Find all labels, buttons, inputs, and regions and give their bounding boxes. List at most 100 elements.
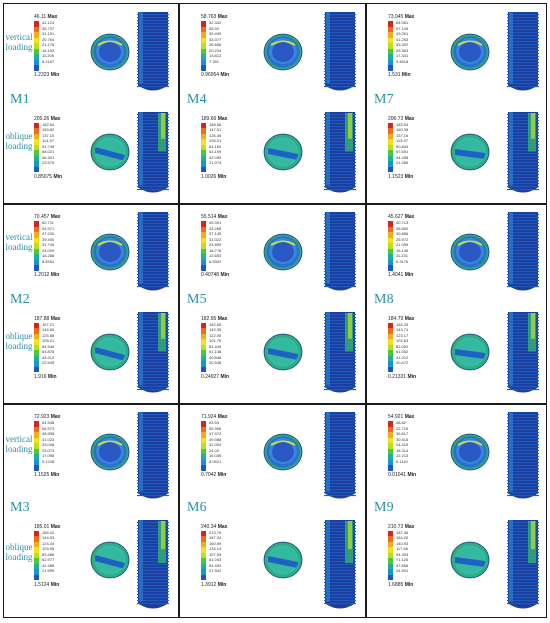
legend-min-value: 0.01041 (388, 472, 407, 478)
legend-min-value: 1.1523 (388, 173, 404, 180)
legend-tick: 21.074 (209, 160, 222, 166)
legend-tick: 25.972 (396, 236, 409, 242)
legend-tick: 117.66 (396, 546, 408, 552)
legend-swatch (34, 459, 39, 466)
legend-min: 0.85075 Min (34, 174, 62, 180)
legend-ticks: 168.56 147.51 126.46 105.21 84.162 63.109 42.0… (209, 122, 221, 166)
legend-tick: 64.081 (396, 20, 409, 25)
figure-panel-m1: vertical loading oblique loading M1 46.11 M… (4, 4, 178, 203)
legend-swatch (201, 563, 206, 570)
legend-swatch (34, 254, 39, 260)
legend-tick: 49.391 (209, 220, 222, 225)
legend-swatch (388, 254, 393, 260)
legend-tick: 124.44 (42, 540, 55, 546)
legend-swatch (201, 243, 206, 249)
legend-swatch (388, 361, 393, 367)
figure-panel-m5: M5 55.514 Max 49.391 43.268 37.145 31.022 24.8… (179, 204, 365, 403)
implant-top-view (90, 133, 130, 170)
legend-swatch (388, 144, 393, 151)
legend-tick: 16.192 (42, 47, 55, 53)
legend-tick: 37.145 (209, 231, 222, 237)
legend-min: 0.7042 Min (201, 472, 226, 478)
legend-max-value: 45.627 (388, 214, 404, 220)
legend-max-label: Max (47, 14, 58, 20)
legend-tick: 26.656 (209, 42, 222, 48)
legend-tick: 20.234 (209, 47, 222, 53)
figure-panel-m7: M7 73.045 Max 64.081 57.149 49.261 41.253 33.3… (366, 4, 548, 203)
figure-panel-m6: M6 71.924 Max 63.94 55.956 47.972 39.988 32.00… (179, 404, 365, 619)
row-divider (4, 203, 546, 205)
legend-min: 1.2012 Min (34, 272, 59, 278)
legend-swatch (201, 37, 206, 44)
model-label: M1 (10, 91, 30, 107)
legend-swatch (34, 547, 39, 553)
legend-tick: 164.25 (396, 321, 409, 327)
legend-min: 1.531 Min (388, 72, 411, 78)
legend-swatch (34, 432, 39, 438)
legend-min-value: 0.40748 (201, 272, 220, 278)
legend-tick: 165.42 (42, 529, 55, 535)
legend-swatch (34, 574, 39, 581)
legend-swatch (388, 21, 393, 27)
color-legend: 70.457 Max 62.711 54.971 47.230 39.490 31.749… (34, 214, 86, 278)
legend-swatch (388, 339, 393, 345)
legend-max: 184.79 Max (388, 316, 414, 322)
implant-top-view (90, 433, 130, 471)
legend-tick: 22.545 (42, 360, 55, 366)
legend-max: 206.73 Max (388, 116, 414, 122)
legend-max-label: Max (404, 214, 415, 220)
legend-tick: 17.431 (396, 53, 409, 59)
legend-swatch (34, 350, 39, 356)
legend-swatch (388, 161, 393, 167)
legend-swatch (201, 558, 206, 564)
legend-swatch (388, 133, 393, 140)
legend-swatch (201, 161, 206, 167)
legend-min-value: 1.531 (388, 72, 401, 78)
legend-swatch (201, 437, 206, 444)
model-label: M4 (187, 91, 207, 107)
legend-tick: 17.098 (42, 453, 55, 459)
legend-swatch (201, 333, 206, 340)
legend-swatch (201, 541, 206, 548)
legend-tick: 168.56 (209, 121, 222, 127)
legend-swatch (201, 54, 206, 60)
legend-tick: 62.977 (42, 557, 55, 563)
legend-swatch (201, 32, 206, 38)
legend-tick: 16.036 (209, 453, 222, 459)
figure-panel-m9: M9 54.921 Max 48.82 42.719 36.617 30.516 24.41… (366, 404, 548, 619)
legend-max-label: Max (217, 414, 228, 420)
legend-swatch (201, 350, 206, 356)
legend-tick: 11.231 (396, 253, 408, 259)
legend-swatch (388, 221, 393, 227)
implant-side-view (324, 412, 356, 499)
legend-swatch (34, 48, 39, 55)
legend-swatch (34, 259, 39, 266)
legend-swatch (201, 344, 206, 351)
legend-swatch (388, 37, 393, 44)
legend-swatch (388, 558, 393, 564)
legend-min: 1.916 Min (34, 374, 57, 380)
legend-ticks: 167.21 146.55 125.88 105.21 84.545 63.878 43.2… (42, 322, 54, 366)
vertical-loading-label: vertical loading (5, 31, 33, 52)
legend-swatch (201, 322, 206, 329)
legend-ticks: 41.124 35.737 31.151 26.764 21.178 16.192 11.2… (42, 20, 54, 64)
legend-min-value: 1.3912 (201, 581, 217, 588)
legend-tick: 43.268 (209, 225, 222, 231)
legend-color-bar (201, 421, 206, 471)
legend-swatch (201, 448, 206, 455)
figure-grid: vertical loading oblique loading M1 46.11 M… (3, 3, 547, 618)
legend-min-label: Min (407, 472, 417, 478)
legend-swatch (34, 144, 39, 151)
implant-side-view (507, 519, 539, 608)
legend-swatch (201, 265, 206, 271)
legend-swatch (201, 426, 206, 433)
legend-tick: 20.548 (209, 360, 222, 366)
legend-max: 72.923 Max (34, 414, 60, 420)
implant-top-view (90, 33, 130, 71)
legend-tick: 81.449 (209, 343, 222, 349)
legend-tick: 41.012 (396, 354, 409, 360)
legend-tick: 61.148 (209, 349, 222, 355)
legend-min-value: 1.916 (34, 373, 47, 380)
legend-swatch (388, 355, 393, 362)
legend-tick: 24.02 (209, 447, 220, 453)
